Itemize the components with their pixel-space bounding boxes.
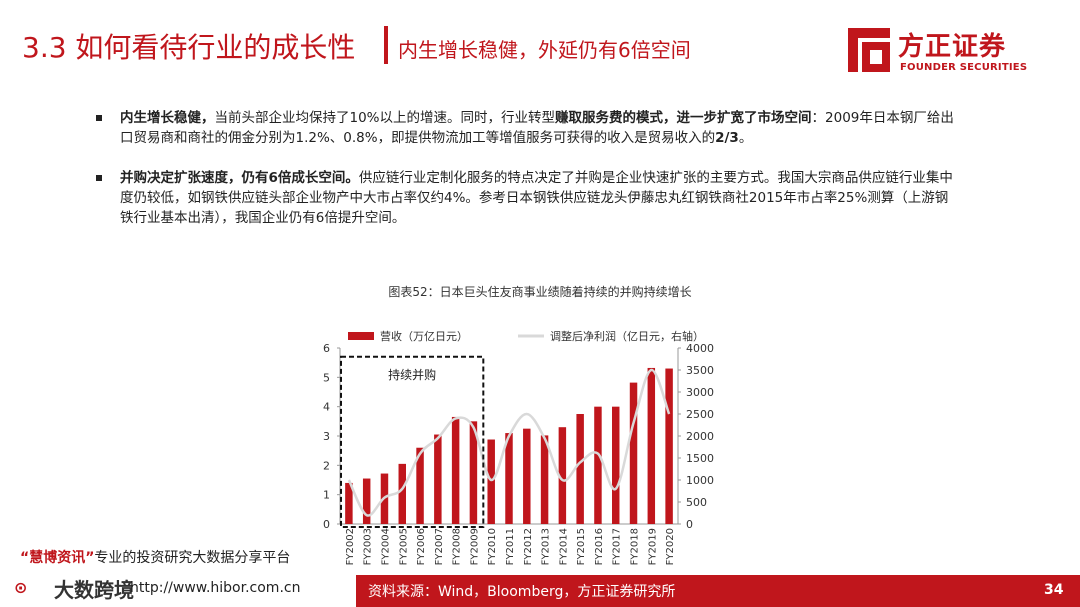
header: 3.3 如何看待行业的成长性 内生增长稳健，外延仍有6倍空间 方正证券 FOUN… — [0, 0, 1080, 90]
revenue-bar — [469, 421, 478, 524]
bottom-logo-icon: ⊙ — [14, 578, 28, 597]
footer-bar — [356, 575, 1080, 607]
right-tick-label: 2000 — [686, 430, 714, 443]
revenue-bar — [345, 482, 353, 524]
revenue-bar — [558, 427, 567, 524]
left-tick-label: 1 — [323, 489, 330, 502]
right-tick-label: 1500 — [686, 452, 714, 465]
x-tick-label: FY2004 — [380, 528, 391, 565]
title-separator — [384, 26, 388, 64]
x-tick-label: FY2012 — [523, 528, 534, 565]
logo-text-cn: 方正证券 — [898, 32, 1007, 62]
x-tick-label: FY2018 — [630, 528, 641, 565]
bullet-marker — [96, 115, 102, 121]
x-tick-label: FY2010 — [487, 528, 498, 565]
revenue-bar — [434, 434, 442, 524]
revenue-bar — [362, 478, 371, 524]
bullet-text: ：2009年日本钢厂给出口贸易商和商社的佣金分别为1.2%、0.8%，即提供物流… — [120, 110, 954, 146]
revenue-bar — [451, 416, 460, 524]
bottom-logo: ⊙ 大数跨境 — [14, 574, 154, 604]
right-tick-label: 3000 — [686, 386, 714, 399]
revenue-bar — [629, 382, 638, 524]
page-title: 3.3 如何看待行业的成长性 — [22, 31, 356, 64]
x-tick-label: FY2015 — [576, 528, 587, 565]
founder-logo: 方正证券 FOUNDER SECURITIES — [848, 26, 1038, 78]
annotation-box — [340, 355, 485, 528]
watermark: “慧博资讯”专业的投资研究大数据分享平台 — [20, 547, 290, 567]
bullet-head: 内生增长稳健， — [120, 110, 215, 126]
x-tick-label: FY2007 — [434, 528, 445, 565]
bullet-text: 。 — [738, 130, 753, 146]
revenue-bar — [612, 406, 620, 524]
bullet-item: 并购决定扩张速度，仍有6倍成长空间。供应链行业定制化服务的特点决定了并购是企业快… — [96, 168, 956, 228]
legend-label-profit: 调整后净利润（亿日元，右轴） — [550, 329, 704, 343]
left-tick-label: 0 — [323, 518, 330, 531]
x-tick-label: FY2011 — [505, 528, 516, 565]
bullet-item: 内生增长稳健，当前头部企业均保持了10%以上的增速。同时，行业转型赚取服务费的模… — [96, 108, 956, 148]
page-number: 34 — [1044, 582, 1064, 598]
bullet-marker — [96, 175, 102, 181]
x-tick-label: FY2019 — [647, 528, 658, 565]
net-profit-line — [347, 368, 671, 517]
revenue-bar — [416, 447, 424, 524]
left-tick-label: 5 — [323, 371, 330, 384]
x-tick-label: FY2017 — [612, 528, 623, 565]
watermark-text: 专业的投资研究大数据分享平台 — [94, 550, 291, 566]
bullet-head: 并购决定扩张速度，仍有6倍成长空间。 — [120, 170, 359, 186]
revenue-bar — [647, 367, 656, 524]
right-tick-label: 0 — [686, 518, 693, 531]
revenue-bar — [594, 406, 602, 524]
right-tick-label: 500 — [686, 496, 707, 509]
x-tick-label: FY2013 — [541, 528, 552, 565]
revenue-bar — [523, 428, 531, 524]
x-tick-label: FY2008 — [452, 528, 463, 565]
right-tick-label: 1000 — [686, 474, 714, 487]
revenue-bar — [398, 463, 406, 524]
right-tick-label: 4000 — [686, 342, 714, 355]
watermark-highlight: “慧博资讯” — [20, 550, 95, 566]
x-tick-label: FY2016 — [594, 528, 605, 565]
chart-caption: 图表52：日本巨头住友商事业绩随着持续的并购持续增长 — [388, 285, 692, 299]
bullet-list: 内生增长稳健，当前头部企业均保持了10%以上的增速。同时，行业转型赚取服务费的模… — [96, 108, 956, 248]
revenue-bar — [576, 414, 584, 524]
footer-source: 资料来源：Wind，Bloomberg，方正证券研究所 — [368, 584, 676, 600]
revenue-bar — [505, 433, 513, 524]
bottom-logo-text: 大数跨境 — [54, 578, 134, 602]
x-tick-label: FY2003 — [363, 528, 374, 565]
bullet-text: 当前头部企业均保持了10%以上的增速。同时，行业转型 — [214, 110, 556, 126]
right-tick-label: 3500 — [686, 364, 714, 377]
bullet-bold: 赚取服务费的模式，进一步扩宽了市场空间 — [555, 110, 812, 126]
left-tick-label: 4 — [323, 401, 330, 414]
x-tick-label: FY2020 — [665, 528, 676, 565]
left-tick-label: 3 — [323, 430, 330, 443]
revenue-bar — [540, 435, 549, 524]
revenue-bar — [487, 439, 495, 524]
left-tick-label: 6 — [323, 342, 330, 355]
logo-text-en: FOUNDER SECURITIES — [900, 62, 1028, 73]
bullet-bold: 2/3 — [715, 130, 739, 146]
source-url[interactable]: http://www.hibor.com.cn — [130, 580, 301, 596]
revenue-bar — [665, 368, 673, 524]
annotation-label: 持续并购 — [388, 367, 436, 382]
x-tick-label: FY2005 — [398, 528, 409, 565]
legend-label-revenue: 营收（万亿日元） — [380, 329, 468, 343]
x-tick-label: FY2014 — [558, 528, 569, 565]
x-tick-label: FY2006 — [416, 528, 427, 565]
legend-swatch-revenue — [348, 332, 374, 340]
sumitomo-chart: 0 1 2 3 4 5 6 0 500 1000 1500 2000 2500 3000 3500 4000 F… — [323, 329, 714, 565]
x-tick-label: FY2002 — [345, 528, 356, 565]
bullet-text: 供应链行业定制化服务的特点决定了并购是企业快速扩张的主要方式。我国大宗商品供应链… — [120, 170, 953, 226]
founder-logo-icon — [848, 28, 890, 72]
x-tick-label: FY2009 — [469, 528, 480, 565]
left-tick-label: 2 — [323, 459, 330, 472]
page-subtitle: 内生增长稳健，外延仍有6倍空间 — [398, 38, 691, 62]
right-tick-label: 2500 — [686, 408, 714, 421]
